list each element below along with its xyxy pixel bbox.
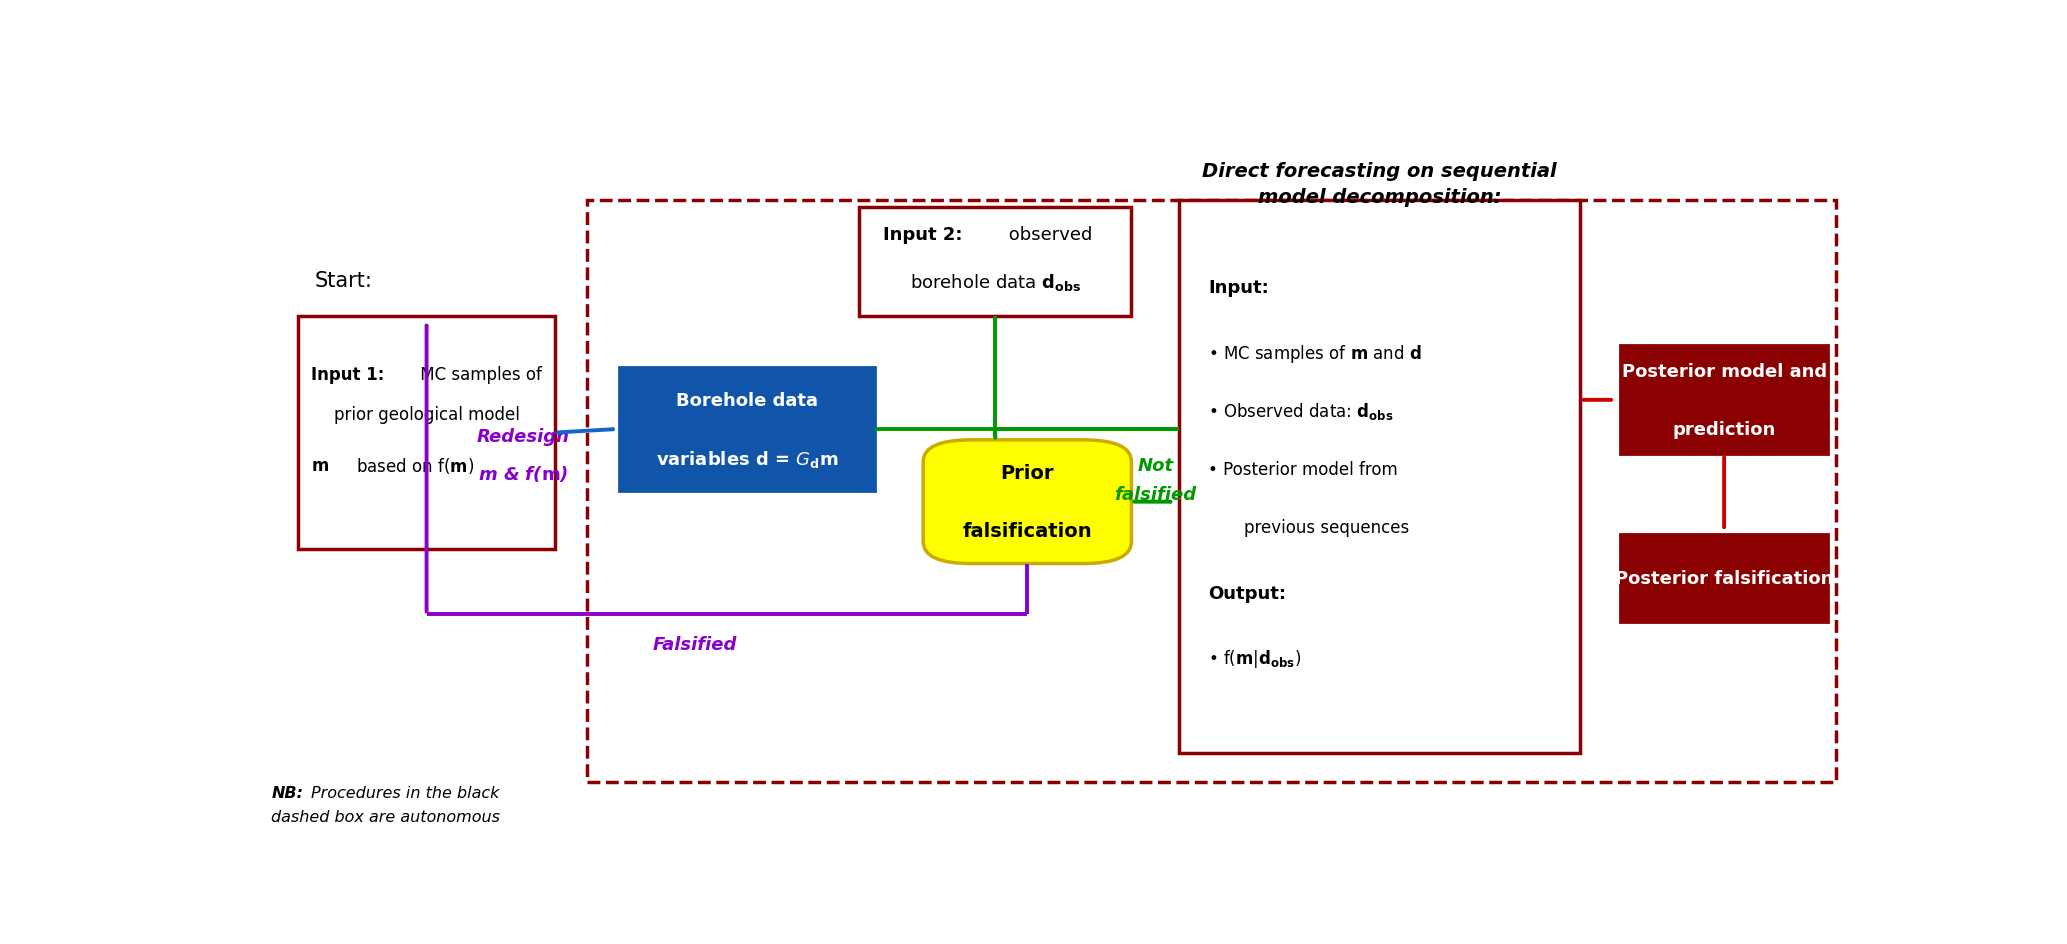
FancyBboxPatch shape: [1621, 346, 1827, 455]
Text: NB:: NB:: [271, 785, 304, 801]
Text: prediction: prediction: [1672, 420, 1776, 438]
FancyBboxPatch shape: [1621, 535, 1827, 622]
Text: Procedures in the black: Procedures in the black: [312, 785, 500, 801]
FancyBboxPatch shape: [1180, 200, 1579, 753]
Text: • MC samples of $\mathbf{m}$ and $\mathbf{d}$: • MC samples of $\mathbf{m}$ and $\mathb…: [1209, 342, 1422, 364]
Text: Not: Not: [1137, 457, 1174, 475]
Text: MC samples of: MC samples of: [415, 366, 542, 384]
Text: Input 2:: Input 2:: [883, 226, 963, 244]
Text: • f($\mathbf{m}|\mathbf{d}_\mathbf{obs}$): • f($\mathbf{m}|\mathbf{d}_\mathbf{obs}$…: [1209, 648, 1302, 669]
Text: Posterior model and: Posterior model and: [1623, 362, 1827, 380]
Text: falsified: falsified: [1114, 486, 1197, 504]
Text: Posterior falsification: Posterior falsification: [1614, 569, 1833, 587]
Text: observed: observed: [1002, 226, 1093, 244]
Text: $\mathbf{m}$: $\mathbf{m}$: [312, 457, 329, 475]
Text: • Posterior model from: • Posterior model from: [1209, 461, 1397, 479]
FancyArrowPatch shape: [558, 430, 614, 433]
Text: Borehole data: Borehole data: [676, 392, 819, 410]
FancyBboxPatch shape: [924, 440, 1131, 564]
Text: variables $\mathbf{d}$ = $G_\mathbf{d}\mathbf{m}$: variables $\mathbf{d}$ = $G_\mathbf{d}\m…: [655, 448, 839, 469]
Text: Input:: Input:: [1209, 278, 1269, 296]
Text: previous sequences: previous sequences: [1244, 518, 1410, 536]
Bar: [587, 200, 1835, 782]
Text: Input 1:: Input 1:: [312, 366, 384, 384]
Text: dashed box are autonomous: dashed box are autonomous: [271, 809, 500, 824]
FancyBboxPatch shape: [618, 367, 874, 491]
Text: based on f($\mathbf{m}$): based on f($\mathbf{m}$): [356, 456, 473, 476]
Text: Output:: Output:: [1209, 584, 1286, 602]
Text: prior geological model: prior geological model: [333, 406, 519, 424]
Text: Start:: Start:: [314, 271, 372, 291]
FancyBboxPatch shape: [860, 208, 1131, 317]
Text: Redesign: Redesign: [475, 428, 568, 446]
Text: model decomposition:: model decomposition:: [1259, 187, 1501, 207]
Text: falsification: falsification: [963, 522, 1091, 541]
Text: m & f($\mathbf{m}$): m & f($\mathbf{m}$): [477, 464, 568, 483]
Text: Direct forecasting on sequential: Direct forecasting on sequential: [1203, 162, 1556, 181]
Text: Prior: Prior: [1000, 464, 1054, 482]
Text: • Observed data: $\mathbf{d}_\mathbf{obs}$: • Observed data: $\mathbf{d}_\mathbf{obs…: [1209, 401, 1393, 422]
Text: borehole data $\mathbf{d}_\mathbf{obs}$: borehole data $\mathbf{d}_\mathbf{obs}$: [909, 272, 1081, 294]
Text: Falsified: Falsified: [653, 635, 738, 653]
FancyBboxPatch shape: [298, 317, 554, 549]
